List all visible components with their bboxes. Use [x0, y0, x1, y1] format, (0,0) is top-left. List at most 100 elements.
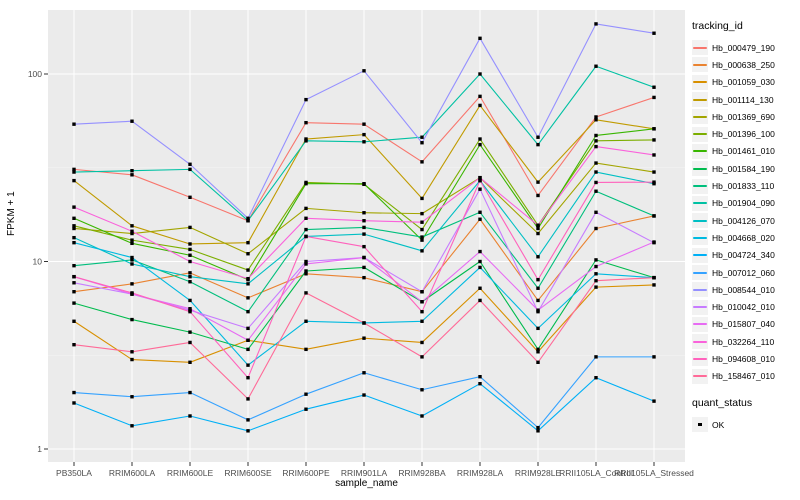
legend-item-label: Hb_001584_190 — [712, 163, 775, 174]
data-point-marker — [478, 103, 482, 108]
data-point-marker — [130, 350, 134, 354]
quant-status-ok-label: OK — [712, 419, 725, 430]
data-point-marker — [130, 231, 134, 236]
data-point-marker — [130, 224, 134, 228]
data-point-marker — [362, 69, 366, 73]
legend-item-label: Hb_004126_070 — [712, 215, 775, 226]
data-point-marker — [188, 307, 192, 311]
data-point-marker — [72, 178, 76, 183]
data-point-marker — [130, 229, 134, 233]
data-point-marker — [478, 210, 482, 214]
black-square-marker-icon — [698, 422, 702, 427]
data-point-marker — [536, 223, 540, 227]
legend-key — [692, 109, 708, 125]
data-point-marker — [594, 258, 598, 262]
data-point-marker — [246, 296, 250, 300]
data-point-marker — [420, 319, 424, 323]
legend-line-swatch-icon — [693, 133, 707, 136]
data-point-marker — [304, 259, 308, 264]
data-point-marker — [536, 142, 540, 147]
data-point-marker — [246, 252, 250, 256]
data-point-marker — [304, 392, 308, 396]
data-point-marker — [652, 355, 656, 359]
data-point-marker — [72, 274, 76, 279]
data-point-marker — [130, 291, 134, 295]
x-tick-label: RRIM600LE — [167, 468, 214, 478]
legend-item-label: Hb_001461_010 — [712, 146, 775, 157]
data-point-marker — [72, 216, 76, 220]
x-tick-label: RRIM928LE — [515, 468, 562, 478]
legend-key — [692, 92, 708, 108]
legend-key — [692, 316, 708, 332]
data-point-marker — [536, 298, 540, 303]
data-point-marker — [130, 173, 134, 177]
legend-line-swatch-icon — [693, 202, 707, 205]
data-point-marker — [478, 36, 482, 41]
legend-item: Hb_001904_090 — [692, 195, 798, 212]
data-point-marker — [594, 355, 598, 359]
data-point-marker — [130, 258, 134, 262]
legend-line-swatch-icon — [693, 98, 707, 101]
data-point-marker — [304, 319, 308, 323]
data-point-marker — [362, 255, 366, 260]
data-point-marker — [246, 376, 250, 380]
data-point-marker — [130, 357, 134, 362]
data-point-marker — [594, 264, 598, 269]
data-point-marker — [72, 319, 76, 323]
data-point-marker — [536, 326, 540, 331]
data-point-marker — [188, 259, 192, 264]
data-point-marker — [72, 240, 76, 245]
legend-line-swatch-icon — [693, 271, 707, 274]
legend-item: Hb_001833_110 — [692, 177, 798, 194]
legend-line-swatch-icon — [693, 46, 707, 49]
data-point-marker — [246, 347, 250, 352]
data-point-marker — [188, 253, 192, 257]
data-point-marker — [478, 72, 482, 76]
data-point-marker — [652, 399, 656, 403]
legend-item-label: Hb_015807_040 — [712, 319, 775, 330]
legend-item-label: Hb_032264_110 — [712, 336, 775, 347]
data-point-marker — [188, 162, 192, 166]
data-point-marker — [420, 355, 424, 359]
data-point-marker — [652, 31, 656, 35]
data-point-marker — [594, 376, 598, 380]
data-point-marker — [420, 196, 424, 201]
data-point-marker — [652, 138, 656, 142]
data-point-marker — [130, 168, 134, 173]
legend-key — [692, 161, 708, 177]
data-point-marker — [72, 290, 76, 294]
x-tick-label: RRIM600LA — [109, 468, 156, 478]
data-point-marker — [420, 238, 424, 242]
legend-line-swatch-icon — [693, 306, 707, 309]
x-tick-label: RRIM600SE — [224, 468, 272, 478]
data-point-marker — [536, 429, 540, 433]
legend-line-swatch-icon — [693, 340, 707, 343]
data-point-marker — [188, 242, 192, 246]
legend-item-label: Hb_000479_190 — [712, 42, 775, 53]
data-point-marker — [72, 342, 76, 347]
data-point-marker — [72, 226, 76, 231]
data-point-marker — [188, 390, 192, 395]
legend-item: Hb_094608_010 — [692, 350, 798, 367]
data-point-marker — [246, 268, 250, 272]
data-point-marker — [594, 226, 598, 231]
data-point-marker — [246, 216, 250, 220]
data-point-marker — [536, 350, 540, 354]
data-point-marker — [246, 338, 250, 342]
data-point-marker — [536, 135, 540, 139]
data-point-marker — [536, 425, 540, 430]
data-point-marker — [594, 133, 598, 138]
data-point-marker — [246, 240, 250, 245]
data-point-marker — [188, 247, 192, 252]
legend-item-label: Hb_001833_110 — [712, 181, 775, 192]
tracking-id-legend-items: Hb_000479_190 Hb_000638_250 Hb_001059_030 H… — [692, 39, 798, 385]
legend-item: Hb_001584_190 — [692, 160, 798, 177]
data-point-marker — [130, 238, 134, 242]
legend-line-swatch-icon — [693, 150, 707, 153]
data-point-marker — [304, 262, 308, 266]
data-point-marker — [72, 167, 76, 172]
legend-key — [692, 143, 708, 159]
data-point-marker — [536, 360, 540, 365]
data-point-marker — [478, 374, 482, 379]
data-point-marker — [188, 340, 192, 345]
